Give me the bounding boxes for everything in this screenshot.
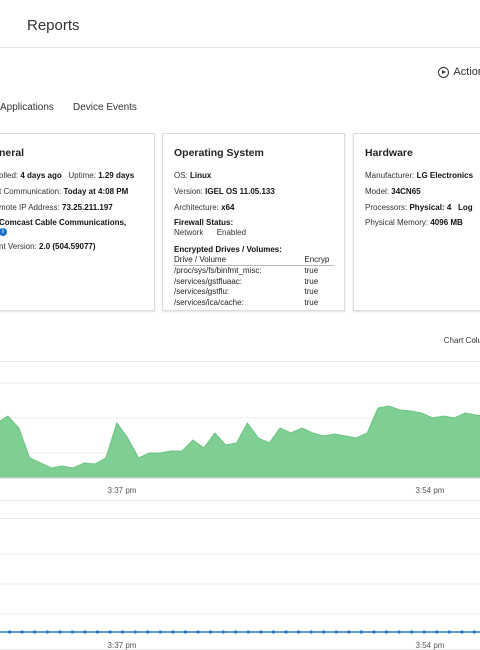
data-point [158, 630, 162, 634]
data-point [58, 630, 62, 634]
drives-title: Encrypted Drives / Volumes: [174, 245, 282, 254]
data-point [322, 630, 326, 634]
processors-row: Processors: Physical: 4 Log [365, 203, 473, 212]
data-point [221, 630, 225, 634]
isp-row: Comcast Cable Communications, [0, 218, 127, 227]
area-chart-panel: 3:37 pm 3:54 pm [0, 361, 480, 501]
data-point [271, 630, 276, 634]
data-point [384, 630, 389, 634]
data-point [20, 630, 24, 634]
general-card: neral olled: 4 days ago Uptime: 1.29 day… [0, 133, 155, 311]
data-point [259, 630, 263, 634]
architecture-row: Architecture: x64 [174, 203, 235, 212]
data-point [246, 630, 250, 634]
model-row: Model: 34CN65 [365, 187, 421, 196]
x-tick-label: 3:37 pm [108, 486, 137, 495]
os-version-row: Version: IGEL OS 11.05.133 [174, 187, 275, 196]
data-point [472, 630, 477, 634]
table-row: /services/ica/cache: true [174, 297, 319, 307]
manufacturer-row: Manufacturer: LG Electronics [365, 171, 474, 180]
data-point [460, 630, 464, 634]
data-point [108, 630, 112, 634]
data-point [334, 630, 338, 634]
data-point [234, 630, 238, 634]
data-point [359, 630, 363, 634]
data-point [45, 630, 49, 634]
data-point [133, 630, 137, 634]
drives-table: Drive / Volume Encryp /proc/sys/fs/binfm… [174, 255, 334, 308]
data-point [309, 630, 313, 634]
top-bar: Reports [0, 0, 480, 48]
data-point [146, 630, 150, 634]
main-content: Action Applications Device Events neral … [0, 48, 480, 650]
data-point [83, 630, 87, 634]
isp-info[interactable]: i [0, 227, 7, 236]
x-tick-label: 3:54 pm [416, 486, 445, 495]
info-icon[interactable]: i [0, 227, 7, 236]
drives-header: Drive / Volume Encryp [174, 255, 334, 266]
firewall-status: Network Enabled [174, 228, 247, 237]
data-point [183, 630, 188, 634]
data-point [70, 630, 74, 634]
table-row: /proc/sys/fs/binfmt_misc: true [174, 266, 319, 275]
general-title: neral [0, 147, 25, 159]
data-point [284, 630, 288, 634]
area-series [0, 405, 480, 479]
data-point [435, 630, 439, 634]
installed-row: olled: 4 days ago Uptime: 1.29 days [0, 171, 135, 180]
x-tick-label: 3:54 pm [416, 641, 445, 650]
os-title: Operating System [174, 147, 264, 159]
data-point [347, 630, 351, 634]
operating-system-card: Operating System OS: Linux Version: IGEL… [162, 133, 345, 311]
data-point [410, 630, 414, 634]
agent-version-row: nt Version: 2.0 (504.59077) [0, 242, 96, 251]
actions-button[interactable]: Action [438, 66, 480, 78]
tab-device-events[interactable]: Device Events [73, 102, 137, 113]
memory-row: Physical Memory: 4096 MB [365, 218, 463, 227]
data-point [296, 630, 301, 634]
play-circle-icon [438, 66, 450, 78]
line-chart: 3:37 pm 3:54 pm [0, 553, 480, 650]
hardware-title: Hardware [365, 147, 413, 159]
communication-row: t Communication: Today at 4:08 PM [0, 187, 129, 196]
firewall-title: Firewall Status: [174, 218, 234, 227]
os-row: OS: Linux [174, 171, 212, 180]
hardware-card: Hardware Manufacturer: LG Electronics Mo… [353, 133, 480, 311]
data-point [372, 630, 376, 634]
data-point [95, 630, 100, 634]
data-point [196, 630, 200, 634]
line-chart-panel: 3:37 pm 3:54 pm [0, 518, 480, 650]
table-row: /services/gstfluaac: true [174, 276, 319, 286]
data-point [208, 630, 213, 634]
tab-applications[interactable]: Applications [0, 102, 54, 113]
data-point [397, 630, 401, 634]
x-tick-label: 3:37 pm [108, 641, 137, 650]
ip-row: mote IP Address: 73.25.211.197 [0, 203, 113, 212]
chart-columns-button[interactable]: Chart Colu [443, 336, 480, 345]
data-point [33, 630, 37, 634]
page-title: Reports [27, 17, 80, 34]
actions-label: Action [453, 66, 480, 78]
data-point [7, 630, 12, 634]
table-row: /services/gstflu: true [174, 287, 319, 296]
data-point [422, 630, 426, 634]
area-chart: 3:37 pm 3:54 pm [0, 382, 480, 495]
data-point [171, 630, 175, 634]
data-point [447, 630, 451, 634]
data-point [121, 630, 125, 634]
